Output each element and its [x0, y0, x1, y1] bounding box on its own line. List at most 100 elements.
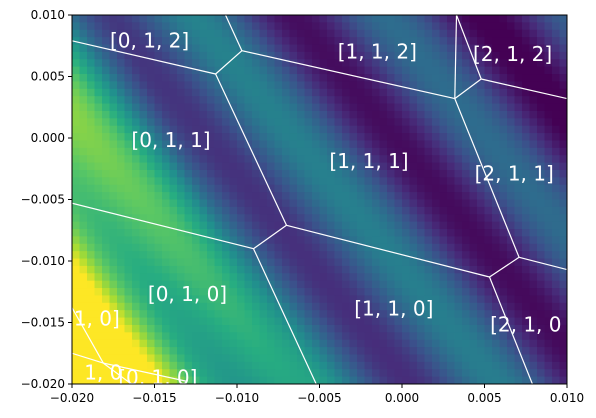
heatmap-cell: [507, 103, 516, 112]
heatmap-cell: [312, 251, 321, 260]
heatmap-cell: [72, 44, 81, 53]
heatmap-cell: [477, 324, 486, 333]
heatmap-cell: [214, 15, 223, 23]
heatmap-cell: [334, 103, 343, 112]
heatmap-cell: [124, 369, 133, 378]
heatmap-cell: [214, 317, 223, 326]
heatmap-cell: [514, 118, 523, 127]
heatmap-cell: [297, 214, 306, 223]
heatmap-cell: [327, 177, 336, 186]
heatmap-cell: [72, 51, 81, 60]
heatmap-cell: [499, 147, 508, 156]
heatmap-cell: [139, 221, 148, 230]
heatmap-cell: [102, 295, 111, 304]
heatmap-cell: [529, 133, 538, 142]
heatmap-cell: [342, 177, 351, 186]
heatmap-cell: [357, 81, 366, 90]
heatmap-cell: [334, 339, 343, 348]
heatmap-cell: [139, 177, 148, 186]
heatmap-cell: [417, 169, 426, 178]
heatmap-cell: [169, 236, 178, 245]
heatmap-cell: [87, 302, 96, 311]
heatmap-cell: [507, 317, 516, 326]
heatmap-cell: [409, 177, 418, 186]
heatmap-cell: [132, 192, 141, 201]
heatmap-cell: [244, 229, 253, 237]
heatmap-cell: [552, 110, 561, 119]
heatmap-cell: [432, 251, 441, 260]
heatmap-cell: [199, 177, 208, 186]
heatmap-cell: [544, 332, 553, 341]
heatmap-cell: [499, 236, 508, 245]
heatmap-cell: [387, 354, 396, 363]
heatmap-cell: [79, 310, 88, 319]
heatmap-cell: [199, 229, 208, 237]
heatmap-cell: [312, 169, 321, 178]
heatmap-cell: [372, 125, 381, 134]
heatmap-cell: [237, 347, 246, 356]
heatmap-cell: [424, 354, 433, 363]
heatmap-cell: [559, 140, 567, 149]
heatmap-cell: [402, 37, 411, 46]
heatmap-cell: [312, 295, 321, 304]
heatmap-cell: [559, 229, 567, 237]
heatmap-cell: [297, 140, 306, 149]
heatmap-cell: [177, 155, 186, 164]
heatmap-cell: [462, 110, 471, 119]
heatmap-cell: [312, 74, 321, 83]
heatmap-cell: [139, 310, 148, 319]
heatmap-cell: [327, 133, 336, 142]
heatmap-cell: [499, 347, 508, 356]
heatmap-cell: [169, 288, 178, 297]
heatmap-cell: [357, 66, 366, 75]
heatmap-cell: [424, 29, 433, 38]
heatmap-cell: [192, 125, 201, 134]
heatmap-cell: [342, 118, 351, 127]
heatmap-cell: [349, 88, 358, 97]
heatmap-cell: [109, 236, 118, 245]
heatmap-cell: [364, 324, 373, 333]
heatmap-cell: [222, 339, 231, 348]
heatmap-cell: [544, 133, 553, 142]
heatmap-cell: [147, 361, 156, 370]
heatmap-cell: [102, 288, 111, 297]
heatmap-cell: [267, 199, 276, 208]
heatmap-cell: [252, 206, 261, 215]
heatmap-cell: [72, 103, 81, 112]
heatmap-cell: [244, 29, 253, 38]
heatmap-cell: [537, 251, 546, 260]
heatmap-cell: [94, 66, 103, 75]
heatmap-cell: [424, 206, 433, 215]
heatmap-cell: [72, 66, 81, 75]
heatmap-cell: [289, 214, 298, 223]
heatmap-cell: [394, 317, 403, 326]
heatmap-cell: [102, 169, 111, 178]
heatmap-cell: [237, 302, 246, 311]
heatmap-cell: [372, 251, 381, 260]
heatmap-cell: [124, 354, 133, 363]
x-tick-label: 0.000: [385, 391, 419, 405]
heatmap-cell: [499, 265, 508, 274]
heatmap-cell: [147, 37, 156, 46]
region-labels: [0, 1, 2] [1, 1, 2] [2, 1, 2][0, 1, 1][1, …: [74, 29, 562, 384]
heatmap-cell: [244, 51, 253, 60]
heatmap-cell: [514, 361, 523, 370]
heatmap-cell: [484, 29, 493, 38]
heatmap-cell: [357, 133, 366, 142]
heatmap-cell: [394, 110, 403, 119]
heatmap-cell: [282, 273, 291, 282]
heatmap-cell: [192, 44, 201, 53]
heatmap-cell: [117, 354, 126, 363]
heatmap-cell: [364, 44, 373, 53]
heatmap-cell: [162, 243, 171, 252]
heatmap-cell: [477, 361, 486, 370]
heatmap-cell: [387, 199, 396, 208]
heatmap-cell: [372, 155, 381, 164]
heatmap-cell: [499, 251, 508, 260]
heatmap-cell: [447, 347, 456, 356]
heatmap-cell: [192, 265, 201, 274]
heatmap-cell: [522, 133, 531, 142]
heatmap-cell: [552, 376, 561, 384]
heatmap-cell: [409, 59, 418, 68]
heatmap-cell: [267, 251, 276, 260]
